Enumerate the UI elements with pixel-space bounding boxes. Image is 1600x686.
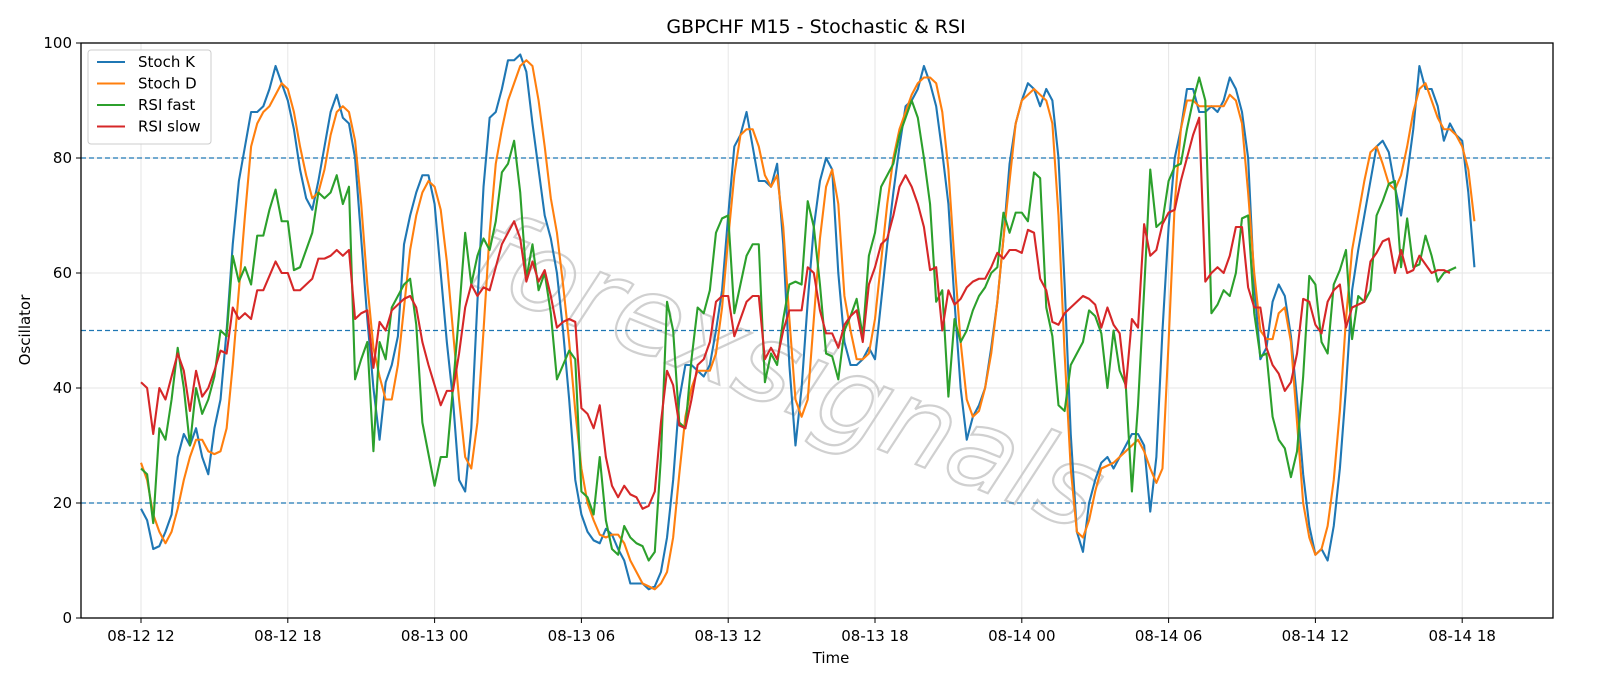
y-tick-label: 60 xyxy=(53,264,72,282)
y-axis: 0 20 40 60 80 100 xyxy=(43,34,81,627)
x-tick-label: 08-13 12 xyxy=(694,627,761,645)
x-tick-label: 08-14 12 xyxy=(1282,627,1349,645)
x-axis: 08-12 12 08-12 18 08-13 00 08-13 06 08-13 12… xyxy=(107,618,1496,645)
legend-label: RSI fast xyxy=(138,96,195,114)
x-tick-label: 08-13 18 xyxy=(841,627,908,645)
legend: Stoch K Stoch D RSI fast RSI slow xyxy=(87,49,212,145)
legend-label: Stoch D xyxy=(138,75,197,93)
x-tick-label: 08-13 00 xyxy=(401,627,468,645)
reference-lines xyxy=(81,157,1553,504)
x-tick-label: 08-13 06 xyxy=(548,627,615,645)
series-line-stoch-d xyxy=(140,59,1476,591)
x-tick-label: 08-14 06 xyxy=(1135,627,1202,645)
x-tick-label: 08-14 18 xyxy=(1428,627,1495,645)
legend-label: Stoch K xyxy=(138,53,196,71)
plot-frame xyxy=(80,42,1554,619)
x-tick-label: 08-12 18 xyxy=(254,627,321,645)
legend-box xyxy=(87,49,212,145)
y-axis-label: Oscillator xyxy=(16,294,34,366)
series-line-rsi-fast xyxy=(140,76,1457,562)
y-tick-label: 20 xyxy=(53,494,72,512)
x-axis-label: Time xyxy=(812,649,850,667)
series-layer xyxy=(140,53,1476,591)
x-tick-label: 08-12 12 xyxy=(107,627,174,645)
chart-title: GBPCHF M15 - Stochastic & RSI xyxy=(666,16,965,38)
legend-label: RSI slow xyxy=(138,118,201,136)
y-tick-label: 100 xyxy=(43,34,72,52)
y-tick-label: 40 xyxy=(53,379,72,397)
y-tick-label: 0 xyxy=(62,609,72,627)
y-tick-label: 80 xyxy=(53,149,72,167)
x-tick-label: 08-14 00 xyxy=(988,627,1055,645)
series-line-rsi-slow xyxy=(140,116,1451,510)
